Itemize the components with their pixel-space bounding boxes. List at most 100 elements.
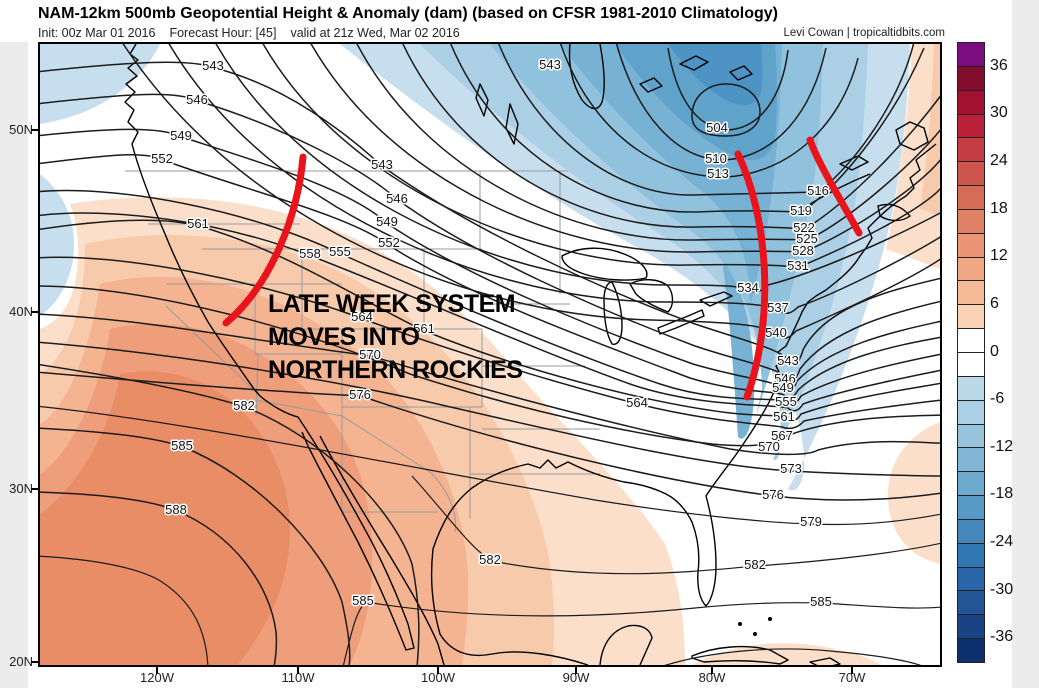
contour-label: 531 [787, 258, 809, 273]
init-line: Init: 00z Mar 01 2016 Forecast Hour: [45]… [38, 26, 474, 40]
contour-label: 588 [165, 502, 187, 517]
lon-tick-mark [156, 667, 158, 674]
contour-label: 540 [765, 325, 787, 340]
contour-label: 552 [378, 235, 400, 250]
colorbar-tick-label: -12 [990, 437, 1014, 455]
annotation-line: NORTHERN ROCKIES [268, 356, 523, 384]
contour-label: 528 [792, 243, 814, 258]
contour-label: 585 [171, 438, 193, 453]
colorbar-cell [958, 447, 984, 472]
credit-text: Levi Cowan | tropicaltidbits.com [783, 27, 946, 39]
colorbar-cell [958, 208, 984, 233]
colorbar-cell [958, 280, 984, 305]
colorbar-cell [958, 614, 984, 639]
lon-tick-label: 90W [562, 670, 590, 685]
height-contours [40, 44, 940, 665]
coastline [124, 44, 937, 665]
contour-label: 561 [413, 321, 435, 336]
colorbar-cell [958, 638, 984, 662]
contour-label: 585 [352, 593, 374, 608]
red-front-arcs [222, 136, 863, 401]
colorbar-cell [958, 542, 984, 567]
map-title: NAM-12km 500mb Geopotential Height & Ano… [38, 5, 778, 22]
contour-label: 504 [706, 120, 728, 135]
lat-tick-label: 40N [9, 304, 33, 319]
colorbar-cell [958, 137, 984, 162]
colorbar-tick-label: 24 [990, 152, 1008, 170]
lon-tick-mark [437, 667, 439, 674]
contour-label: 513 [707, 166, 729, 181]
contour-label: 570 [758, 439, 780, 454]
lon-tick-mark [711, 667, 713, 674]
contour-label: 582 [479, 552, 501, 567]
lat-tick-mark [31, 661, 38, 663]
hand-annotation-text: LATE WEEK SYSTEM MOVES INTO NORTHERN ROCKI… [268, 288, 523, 387]
contour-label: 564 [626, 395, 648, 410]
contour-label: 549 [772, 380, 794, 395]
state-borders [125, 170, 600, 533]
contour-label: 543 [539, 57, 561, 72]
anomaly-colorbar [957, 42, 985, 663]
colorbar-cell [958, 351, 984, 376]
lon-tick-label: 110W [281, 670, 315, 685]
lon-tick-mark [851, 667, 853, 674]
contour-label: 558 [299, 246, 321, 261]
page-margin-right [1012, 0, 1039, 688]
colorbar-cell [958, 399, 984, 424]
red-arc-northeast [806, 136, 863, 237]
contour-label: 555 [775, 394, 797, 409]
colorbar-tick-label: 6 [990, 294, 999, 312]
contour-label: 537 [767, 300, 789, 315]
annotation-line: LATE WEEK SYSTEM [268, 290, 516, 318]
colorbar-cell [958, 304, 984, 329]
contour-label: 561 [187, 216, 209, 231]
lon-tick-label: 120W [140, 670, 174, 685]
lat-tick-label: 30N [9, 481, 33, 496]
lat-tick-mark [31, 488, 38, 490]
colorbar-cell [958, 256, 984, 281]
lon-tick-label: 100W [421, 670, 455, 685]
map-image: 543 546 549 552 543 561 558 555 543 546 549 552 564 5… [38, 42, 942, 667]
annotation-line: MOVES INTO [268, 323, 420, 351]
contour-label: 519 [790, 203, 812, 218]
init-time: Init: 00z Mar 01 2016 [38, 26, 156, 40]
contour-label: 546 [774, 371, 796, 386]
contour-label: 582 [233, 398, 255, 413]
lat-tick-label: 50N [9, 122, 33, 137]
cold-anomaly-fills [40, 44, 910, 491]
lon-tick-mark [575, 667, 577, 674]
colorbar-tick-label: 30 [990, 104, 1008, 122]
valid-time: valid at 21z Wed, Mar 02 2016 [290, 26, 460, 40]
contour-label: 549 [376, 214, 398, 229]
colorbar-cell [958, 43, 984, 66]
contour-label: 564 [351, 309, 373, 324]
colorbar-cell [958, 590, 984, 615]
colorbar-cell [958, 518, 984, 543]
red-arc-northwest [222, 153, 307, 327]
colorbar-tick-label: -36 [990, 628, 1014, 646]
colorbar-tick-label: 0 [990, 342, 999, 360]
colorbar-tick-label: -30 [990, 580, 1014, 598]
warm-anomaly-fills [40, 44, 940, 665]
colorbar-tick-label: 18 [990, 199, 1008, 217]
colorbar-cell [958, 65, 984, 90]
contour-label: 543 [777, 353, 799, 368]
colorbar-cell [958, 375, 984, 400]
colorbar-cell [958, 161, 984, 186]
red-arc-east [734, 150, 769, 401]
colorbar-cell [958, 185, 984, 209]
colorbar-tick-label: 12 [990, 247, 1008, 265]
lon-tick-mark [297, 667, 299, 674]
contour-label: 576 [762, 487, 784, 502]
lat-tick-mark [31, 311, 38, 313]
colorbar-cell [958, 423, 984, 448]
contour-label: 573 [780, 461, 802, 476]
page-margin-left [0, 42, 28, 688]
colorbar-tick-label: -24 [990, 532, 1014, 550]
contour-label: 516 [807, 183, 829, 198]
contour-label: 582 [744, 557, 766, 572]
contour-label: 552 [151, 151, 173, 166]
colorbar-tick-label: 36 [990, 56, 1008, 74]
